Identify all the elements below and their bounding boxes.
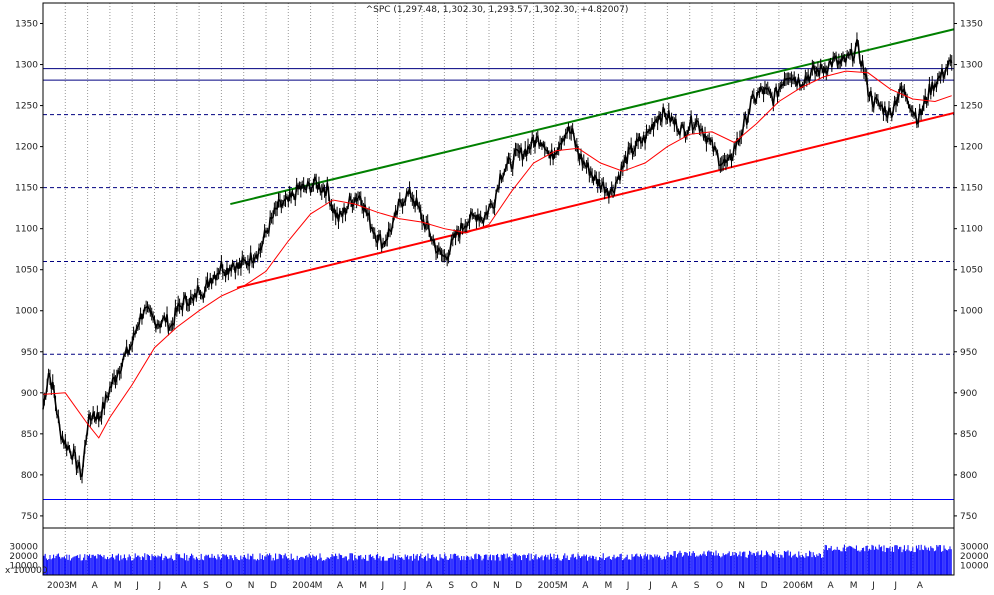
month-tick-label: A xyxy=(337,581,344,591)
price-tick-right: 1000 xyxy=(960,307,983,317)
month-tick-label: J xyxy=(158,581,162,591)
month-tick-label: M xyxy=(805,581,813,591)
volume-tick-right: 20000 xyxy=(960,552,989,562)
month-tick-label: D xyxy=(270,581,277,591)
price-tick-left: 1200 xyxy=(15,143,38,153)
month-tick-label: M xyxy=(850,581,858,591)
plot-border xyxy=(42,2,955,576)
month-tick-label: 2005 xyxy=(538,581,561,591)
volume-bars xyxy=(43,544,952,575)
price-series xyxy=(42,32,953,484)
moving-average-line xyxy=(42,70,952,439)
month-tick-label: A xyxy=(828,581,835,591)
month-tick-label: D xyxy=(515,581,522,591)
month-tick-label: M xyxy=(315,581,323,591)
chart-title: ^SPC (1,297.48, 1,302.30, 1,293.57, 1,30… xyxy=(366,5,629,15)
month-tick-label: O xyxy=(716,581,723,591)
price-tick-left: 800 xyxy=(21,471,38,481)
price-tick-right: 1150 xyxy=(960,184,983,194)
price-tick-left: 900 xyxy=(21,389,38,399)
month-tick-label: A xyxy=(92,581,99,591)
month-tick-label: J xyxy=(871,581,875,591)
month-tick-label: O xyxy=(225,581,232,591)
month-tick-label: S xyxy=(448,581,454,591)
month-tick-label: N xyxy=(248,581,255,591)
month-tick-label: S xyxy=(203,581,209,591)
month-tick-label: N xyxy=(738,581,745,591)
month-tick-label: M xyxy=(114,581,122,591)
month-tick-label: J xyxy=(403,581,407,591)
volume-tick-left: 20000 xyxy=(9,552,38,562)
price-tick-left: 850 xyxy=(21,430,38,440)
month-tick-label: S xyxy=(694,581,700,591)
price-tick-right: 1350 xyxy=(960,20,983,30)
month-tick-label: A xyxy=(917,581,924,591)
month-tick-label: J xyxy=(381,581,385,591)
volume-tick-left: 30000 xyxy=(9,543,38,553)
price-tick-left: 1050 xyxy=(15,266,38,276)
month-tick-label: 2004 xyxy=(292,581,315,591)
month-tick-label: D xyxy=(761,581,768,591)
month-tick-label: M xyxy=(560,581,568,591)
month-tick-label: N xyxy=(493,581,500,591)
month-tick-label: M xyxy=(69,581,77,591)
axis-ticks: 2003 M A M J J A S O N D 2004 M A M J J A S O N D 2005 M A M J J A S O… xyxy=(5,20,989,591)
month-tick-label: J xyxy=(893,581,897,591)
price-tick-right: 750 xyxy=(960,512,977,522)
price-tick-right: 1100 xyxy=(960,225,983,235)
horizontal-levels xyxy=(43,68,954,500)
month-tick-label: A xyxy=(181,581,188,591)
month-tick-label: M xyxy=(605,581,613,591)
month-tick-label: M xyxy=(359,581,367,591)
volume-unit-label: x 100000 xyxy=(5,566,48,576)
price-tick-right: 1250 xyxy=(960,102,983,112)
price-tick-left: 1100 xyxy=(15,225,38,235)
price-tick-left: 1300 xyxy=(15,61,38,71)
price-tick-right: 950 xyxy=(960,348,977,358)
month-tick-label: J xyxy=(135,581,139,591)
month-tick-label: J xyxy=(648,581,652,591)
month-tick-label: O xyxy=(471,581,478,591)
price-tick-left: 1350 xyxy=(15,20,38,30)
month-tick-label: 2003 xyxy=(47,581,70,591)
month-tick-label: J xyxy=(626,581,630,591)
volume-tick-right: 10000 xyxy=(960,562,989,572)
price-tick-left: 950 xyxy=(21,348,38,358)
month-tick-label: A xyxy=(426,581,433,591)
month-tick-label: 2006 xyxy=(783,581,806,591)
price-tick-left: 1250 xyxy=(15,102,38,112)
lower-channel-trendline xyxy=(236,111,955,289)
month-tick-label: A xyxy=(582,581,589,591)
month-tick-label: A xyxy=(671,581,678,591)
volume-tick-left: 10000 xyxy=(9,562,38,572)
price-tick-left: 750 xyxy=(21,512,38,522)
chart-frame xyxy=(42,2,955,576)
price-tick-right: 850 xyxy=(960,430,977,440)
price-tick-right: 900 xyxy=(960,389,977,399)
price-tick-right: 800 xyxy=(960,471,977,481)
price-tick-left: 1150 xyxy=(15,184,38,194)
price-tick-right: 1050 xyxy=(960,266,983,276)
price-tick-left: 1000 xyxy=(15,307,38,317)
volume-tick-right: 30000 xyxy=(960,543,989,553)
price-tick-right: 1200 xyxy=(960,143,983,153)
price-tick-right: 1300 xyxy=(960,61,983,71)
